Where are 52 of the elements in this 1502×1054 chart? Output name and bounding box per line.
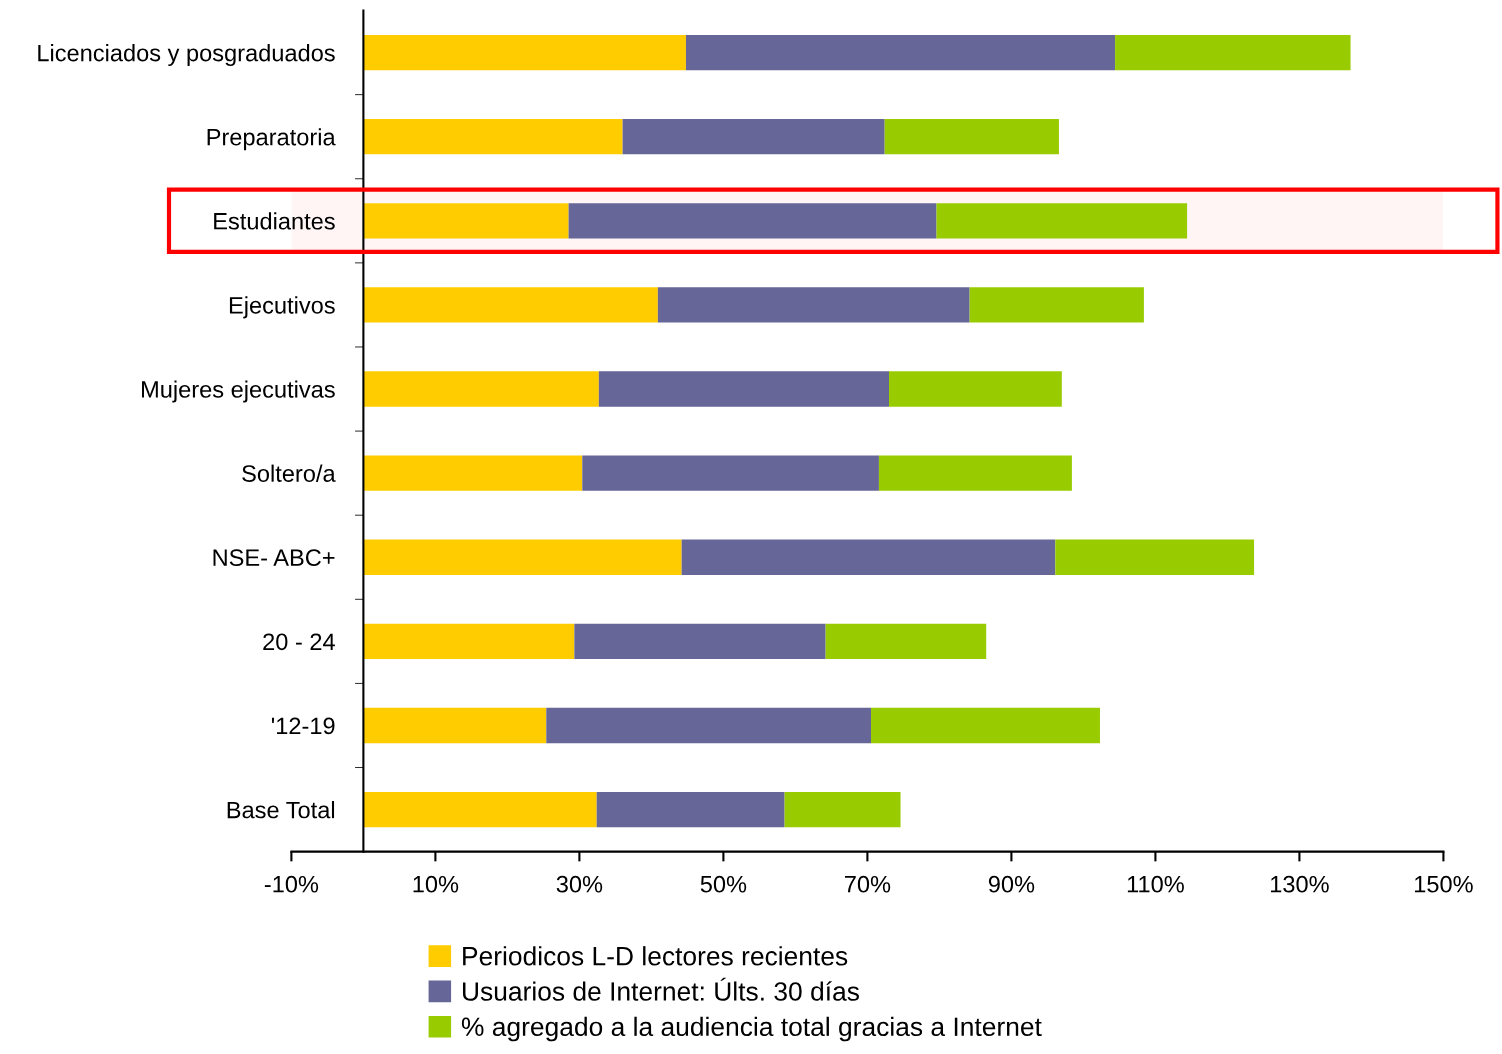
bar — [681, 539, 1056, 575]
bar — [871, 707, 1100, 744]
y-tick-label: 20 - 24 — [263, 633, 335, 651]
y-tick-label: Preparatoria — [207, 128, 336, 151]
x-tick-label: 110% — [1127, 875, 1184, 893]
bar — [598, 371, 890, 407]
bar — [546, 707, 872, 744]
x-tick-label: 30% — [556, 875, 603, 893]
bar — [363, 455, 583, 491]
x-tick-label: 90% — [988, 875, 1035, 893]
bar — [969, 287, 1144, 323]
bar — [889, 371, 1062, 407]
x-tick-label: 130% — [1271, 875, 1329, 893]
x-tick-label: 150% — [1415, 875, 1473, 893]
y-tick-label: '12-19 — [271, 717, 335, 735]
bar — [685, 34, 1116, 71]
bar — [363, 34, 686, 71]
legend-label: Periodicos L-D lectores recientes — [463, 946, 848, 966]
bar — [363, 539, 682, 575]
bar — [622, 119, 885, 155]
y-tick-label: Base Total — [227, 801, 335, 819]
bar — [574, 623, 826, 660]
y-tick-label: Ejecutivos — [229, 296, 335, 319]
bar — [363, 203, 569, 239]
bar — [1115, 34, 1351, 71]
x-tick-label: 10% — [413, 875, 459, 893]
bar — [363, 791, 597, 828]
bar — [657, 287, 970, 323]
x-tick-label: 50% — [700, 875, 747, 893]
bar — [878, 455, 1072, 491]
legend-label: Usuarios de Internet: Últs. 30 días — [462, 977, 859, 1001]
bar — [582, 455, 879, 491]
y-tick-label: Estudiantes — [214, 212, 335, 230]
bar — [363, 287, 658, 323]
bar — [596, 791, 785, 828]
bar — [568, 203, 937, 239]
x-tick-label: 70% — [844, 875, 891, 893]
legend-label: % agregado a la audiencia total gracias a Internet — [461, 1016, 1042, 1042]
bar — [363, 623, 575, 660]
y-tick-label: Soltero/a — [242, 464, 336, 482]
y-tick-label: Mujeres ejecutivas — [142, 380, 335, 403]
bar — [825, 623, 987, 660]
bar — [884, 119, 1059, 155]
bar — [784, 791, 901, 828]
bar — [363, 371, 599, 407]
x-tick-label: -10% — [264, 875, 319, 893]
y-tick-label: Licenciados y posgraduados — [38, 44, 335, 67]
bar — [1055, 539, 1255, 575]
bar — [363, 119, 623, 155]
y-tick-label: NSE- ABC+ — [213, 549, 335, 567]
bar — [936, 203, 1188, 239]
bar — [363, 707, 547, 744]
